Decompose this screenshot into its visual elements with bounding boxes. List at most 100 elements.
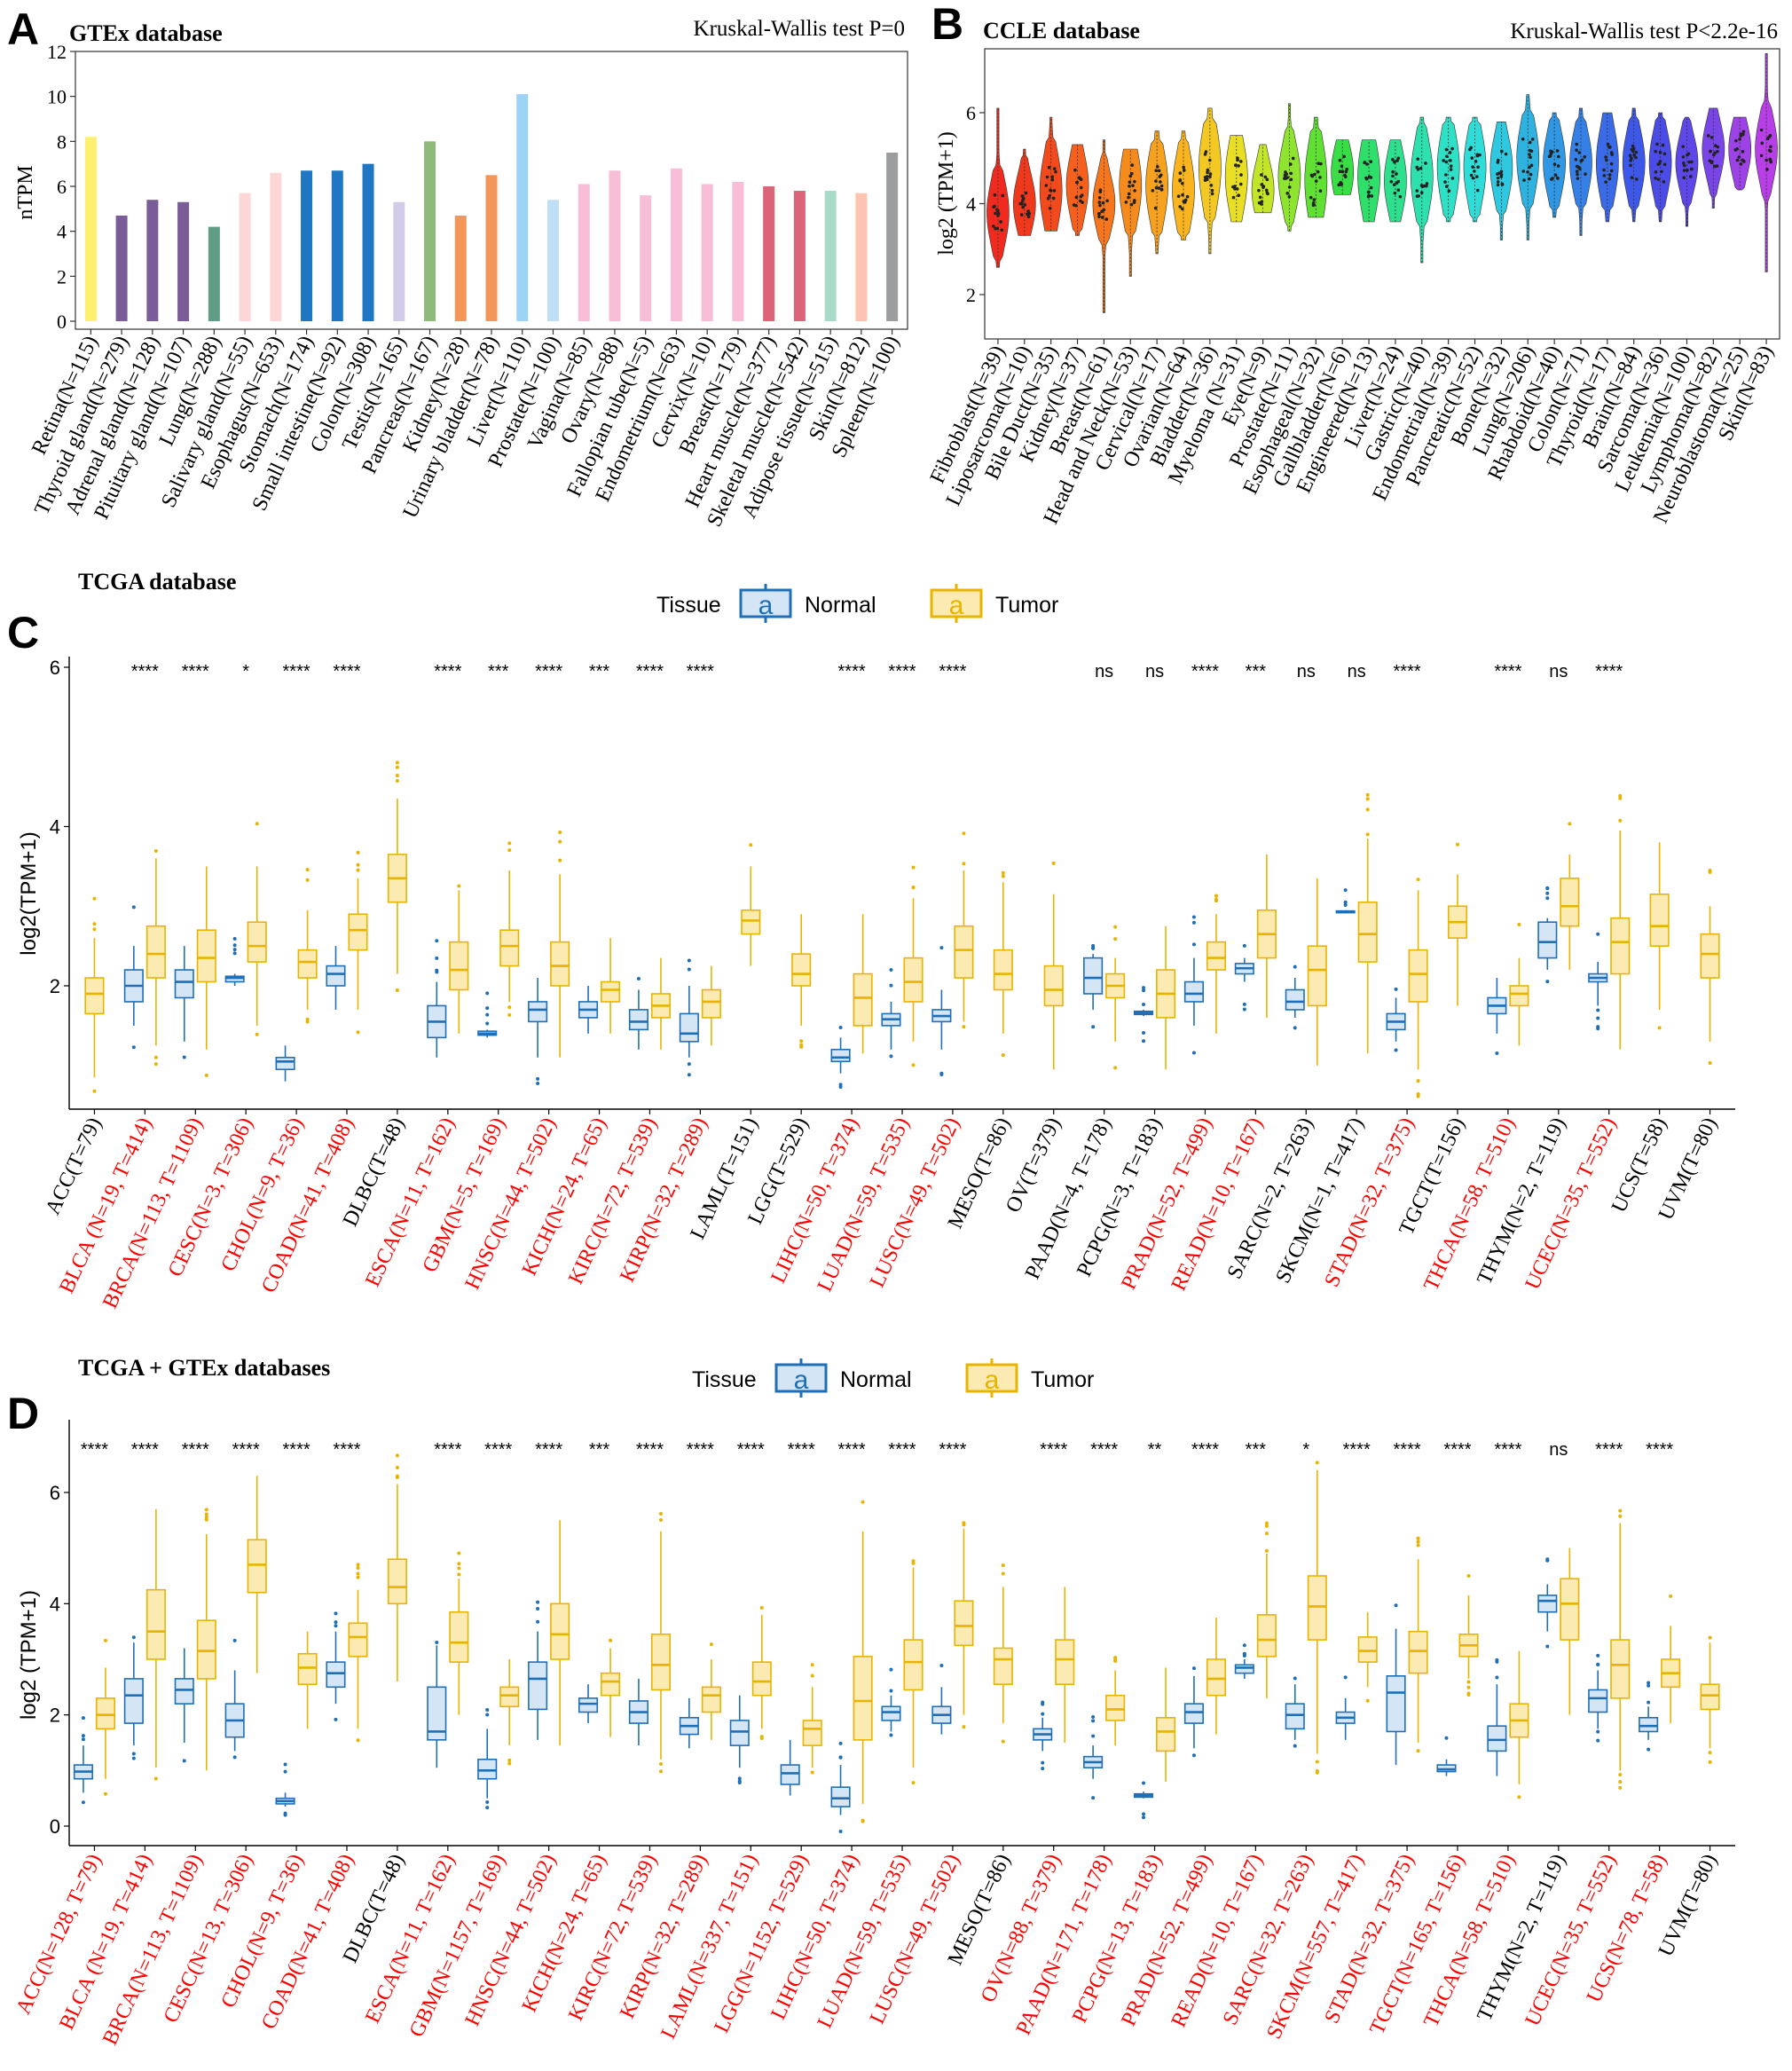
box bbox=[1285, 1703, 1305, 1730]
x-tick-label: TGCT(N=165, T=156) bbox=[1365, 1851, 1469, 2039]
data-point bbox=[1261, 185, 1265, 190]
data-point bbox=[1628, 154, 1632, 158]
data-point bbox=[1235, 187, 1239, 191]
outlier-point bbox=[911, 886, 916, 890]
outlier-point bbox=[838, 1829, 843, 1833]
bar bbox=[331, 170, 343, 321]
panel-b-y-axis: 2 4 6 bbox=[966, 102, 985, 306]
outlier-point bbox=[1365, 797, 1370, 801]
data-point bbox=[1203, 153, 1207, 156]
data-point bbox=[1155, 165, 1159, 169]
data-point bbox=[1206, 177, 1209, 182]
outlier-point bbox=[485, 1806, 490, 1810]
data-point bbox=[1208, 172, 1213, 176]
outlier-point bbox=[507, 1758, 512, 1762]
outlier-point bbox=[1293, 965, 1297, 969]
outlier-point bbox=[1214, 894, 1218, 898]
data-point bbox=[1393, 160, 1396, 164]
data-point bbox=[1101, 201, 1105, 205]
outlier-point bbox=[334, 1717, 338, 1721]
data-point bbox=[1236, 156, 1239, 160]
data-point bbox=[1681, 145, 1685, 148]
violin bbox=[1357, 139, 1380, 223]
outlier-point bbox=[1142, 1039, 1146, 1043]
data-point bbox=[1098, 203, 1102, 208]
outlier-point bbox=[1142, 1812, 1146, 1816]
outlier-point bbox=[1596, 1016, 1600, 1020]
outlier-point bbox=[536, 1076, 540, 1081]
data-point bbox=[1656, 162, 1661, 167]
data-point bbox=[1682, 169, 1686, 172]
outlier-point bbox=[1113, 925, 1118, 929]
significance-label: **** bbox=[1090, 1440, 1118, 1460]
data-point bbox=[1425, 182, 1429, 185]
y-tick-label: 12 bbox=[47, 41, 67, 63]
data-point bbox=[1475, 153, 1480, 157]
outlier-point bbox=[1001, 1739, 1005, 1744]
data-point bbox=[1686, 169, 1689, 172]
data-point bbox=[1530, 138, 1535, 141]
data-point bbox=[1289, 177, 1293, 182]
significance-label: **** bbox=[81, 1440, 108, 1460]
box bbox=[780, 1764, 800, 1785]
data-point bbox=[1444, 185, 1449, 188]
significance-label: **** bbox=[888, 1440, 916, 1460]
box bbox=[1083, 957, 1104, 995]
box bbox=[1700, 1683, 1720, 1711]
outlier-point bbox=[536, 1081, 540, 1085]
outlier-point bbox=[962, 1025, 966, 1029]
data-point bbox=[1660, 169, 1663, 174]
legend-label: Normal bbox=[840, 1367, 912, 1392]
outlier-point bbox=[810, 1770, 814, 1775]
violin bbox=[1489, 122, 1513, 240]
data-point bbox=[1444, 147, 1449, 152]
violin bbox=[1463, 116, 1487, 223]
data-point bbox=[1131, 184, 1135, 187]
outlier-point bbox=[911, 1561, 916, 1565]
data-point bbox=[1769, 149, 1772, 154]
data-point bbox=[1309, 195, 1313, 200]
box bbox=[1588, 1689, 1608, 1713]
data-point bbox=[1176, 194, 1181, 199]
data-point bbox=[1391, 158, 1395, 161]
data-point bbox=[1764, 158, 1768, 162]
outlier-point bbox=[457, 1562, 461, 1566]
data-point bbox=[1557, 154, 1560, 159]
outlier-point bbox=[1545, 896, 1550, 901]
data-point bbox=[1681, 155, 1686, 159]
outlier-point bbox=[1091, 1025, 1096, 1029]
box bbox=[853, 1656, 873, 1741]
outlier-point bbox=[658, 1517, 663, 1522]
data-point bbox=[1690, 160, 1694, 164]
data-point bbox=[1130, 171, 1134, 176]
box bbox=[1537, 921, 1558, 959]
significance-label: **** bbox=[535, 662, 562, 681]
box bbox=[1610, 1639, 1631, 1699]
data-point bbox=[1709, 136, 1714, 139]
data-point bbox=[992, 224, 995, 228]
significance-label: **** bbox=[1646, 1440, 1673, 1460]
outlier-point bbox=[1001, 1053, 1005, 1058]
violin bbox=[1065, 144, 1089, 236]
data-point bbox=[1048, 206, 1052, 210]
outlier-point bbox=[1669, 1594, 1673, 1598]
data-point bbox=[1656, 177, 1661, 181]
outlier-point bbox=[232, 1755, 237, 1760]
data-point bbox=[1369, 176, 1373, 179]
data-point bbox=[994, 211, 997, 216]
outlier-point bbox=[1365, 832, 1370, 837]
box bbox=[628, 1009, 648, 1031]
outlier-point bbox=[81, 1716, 85, 1721]
data-point bbox=[1182, 169, 1186, 172]
data-point bbox=[1688, 175, 1693, 178]
outlier-point bbox=[356, 850, 360, 854]
outlier-point bbox=[1113, 1659, 1118, 1664]
x-tick-label: THCA(N=58, T=510) bbox=[1419, 1114, 1520, 1295]
data-point bbox=[1370, 194, 1374, 198]
data-point bbox=[1097, 201, 1102, 204]
box bbox=[1206, 941, 1227, 971]
data-point bbox=[1181, 181, 1184, 185]
data-point bbox=[1529, 163, 1534, 168]
significance-label: *** bbox=[1246, 1440, 1267, 1460]
outlier-point bbox=[1001, 870, 1005, 875]
